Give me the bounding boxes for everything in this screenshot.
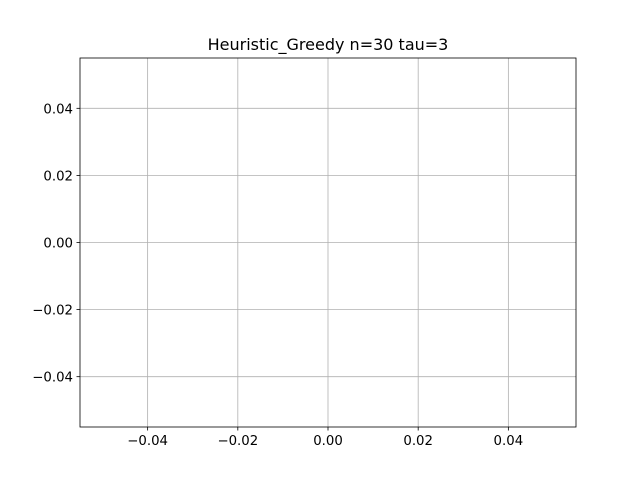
y-tick-label: −0.04 (32, 371, 73, 386)
chart-title: Heuristic_Greedy n=30 tau=3 (208, 35, 449, 55)
x-tick-label: 0.04 (494, 434, 524, 449)
y-tick-label: 0.04 (43, 102, 73, 117)
x-tick-label: −0.02 (217, 434, 258, 449)
plot-area: −0.04 −0.02 0.00 0.02 0.04 −0.04 −0.02 0.00 0.0… (32, 57, 577, 449)
y-tick-label: 0.00 (43, 237, 73, 252)
y-tick-label: −0.02 (32, 304, 73, 319)
x-axis-ticks: −0.04 −0.02 0.00 0.02 0.04 (127, 427, 523, 449)
x-tick-label: 0.02 (403, 434, 433, 449)
x-tick-label: 0.00 (313, 434, 343, 449)
x-tick-label: −0.04 (127, 434, 168, 449)
y-axis-ticks: −0.04 −0.02 0.00 0.02 0.04 (32, 102, 80, 386)
y-tick-label: 0.02 (43, 169, 73, 184)
grid-lines (80, 58, 576, 427)
